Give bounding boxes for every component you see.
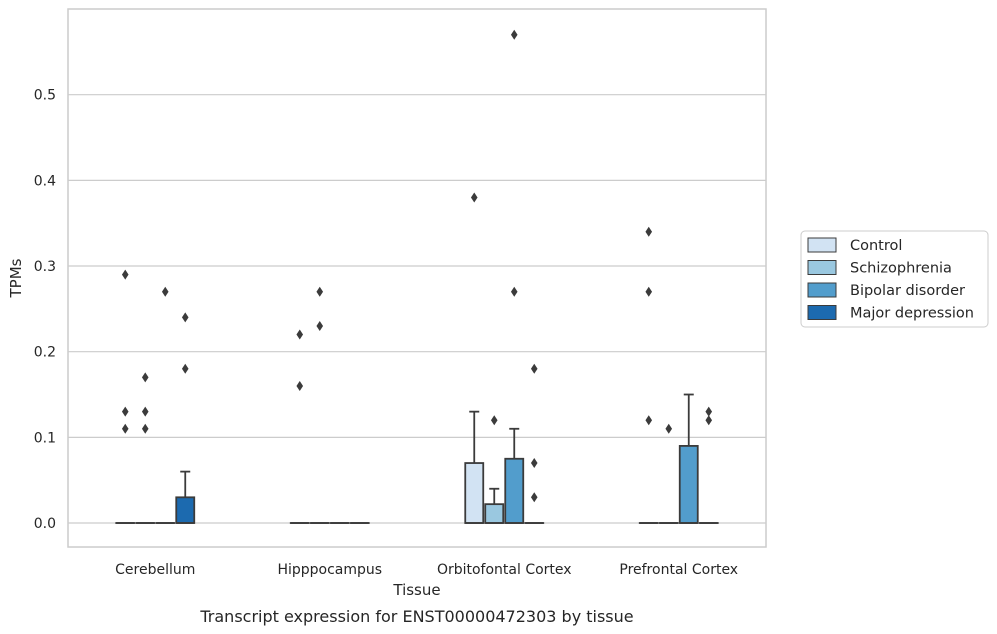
legend-swatch: [807, 237, 837, 253]
outlier-point: [470, 192, 478, 203]
outlier-point: [705, 415, 713, 426]
outlier-point: [141, 372, 149, 383]
outlier-point: [141, 423, 149, 434]
y-tick-label: 0.4: [34, 173, 56, 189]
chart-caption: Transcript expression for ENST0000047230…: [199, 607, 633, 626]
outlier-point: [645, 226, 653, 237]
outlier-point: [181, 312, 189, 323]
legend-swatch: [807, 282, 837, 298]
outlier-point: [705, 406, 713, 417]
outlier-point: [510, 29, 518, 40]
outlier-point: [121, 423, 129, 434]
y-tick-label: 0.2: [34, 345, 56, 361]
outlier-point: [316, 286, 324, 297]
outlier-point: [645, 415, 653, 426]
outlier-point: [530, 492, 538, 503]
legend-label: Major depression: [850, 306, 974, 322]
box: [464, 462, 485, 524]
y-tick-label: 0.0: [34, 516, 56, 532]
box: [678, 445, 699, 524]
outlier-point: [316, 320, 324, 331]
plot-border: [67, 8, 767, 548]
y-tick-label: 0.1: [34, 430, 56, 446]
y-axis-title: TPMs: [7, 258, 25, 298]
legend-swatch: [807, 305, 837, 320]
outlier-point: [530, 458, 538, 469]
outlier-point: [296, 380, 304, 391]
box: [504, 457, 525, 524]
y-tick-label: 0.5: [34, 88, 56, 104]
outlier-point: [665, 423, 673, 434]
box: [175, 496, 196, 524]
outlier-point: [296, 329, 304, 340]
outlier-point: [490, 415, 498, 426]
box: [484, 503, 505, 524]
x-axis-title: Tissue: [392, 581, 440, 599]
outlier-point: [141, 406, 149, 417]
legend-swatch: [807, 260, 837, 275]
plot-area: [68, 9, 766, 547]
outlier-point: [181, 363, 189, 374]
y-tick-label: 0.3: [34, 259, 56, 275]
x-tick-label: Hipppocampus: [277, 562, 382, 578]
outlier-point: [645, 286, 653, 297]
outlier-point: [510, 286, 518, 297]
legend-label: Bipolar disorder: [850, 283, 965, 299]
outlier-point: [121, 406, 129, 417]
legend-box: [800, 230, 989, 328]
x-tick-label: Cerebellum: [115, 562, 195, 578]
outlier-point: [121, 269, 129, 280]
outlier-point: [530, 363, 538, 374]
x-tick-label: Prefrontal Cortex: [619, 562, 738, 578]
x-tick-label: Orbitofontal Cortex: [437, 562, 572, 578]
legend-label: Schizophrenia: [850, 261, 952, 277]
outlier-point: [161, 286, 169, 297]
legend-label: Control: [850, 238, 902, 254]
